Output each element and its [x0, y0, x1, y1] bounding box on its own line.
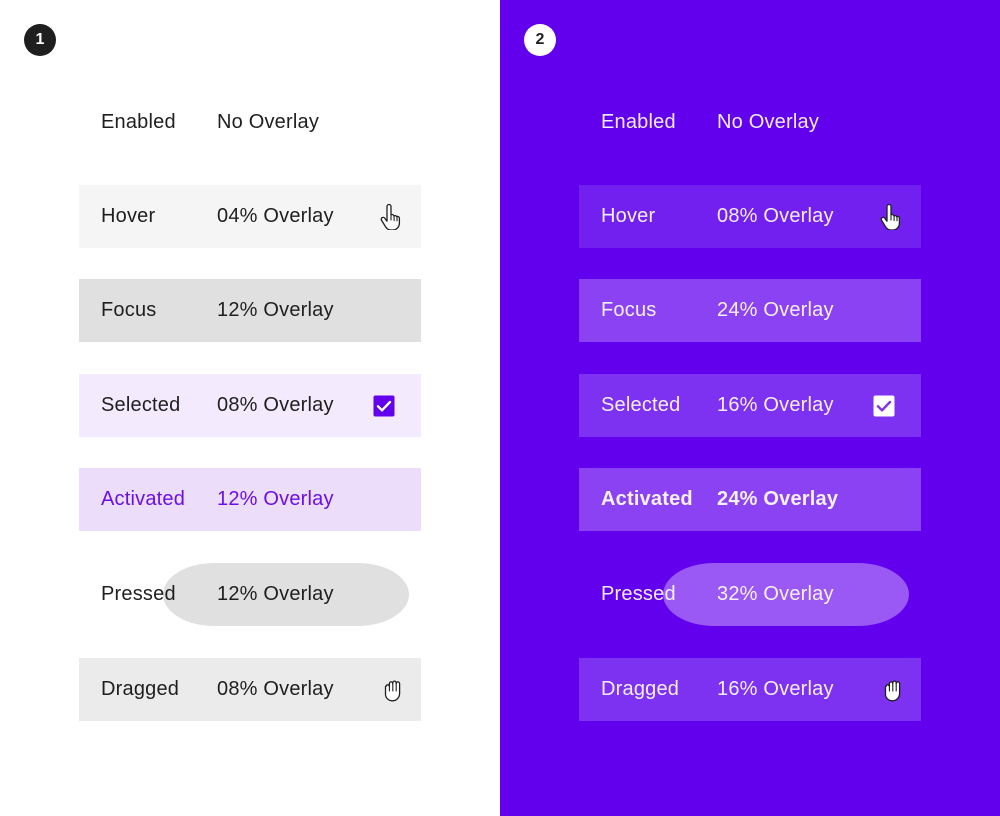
overlay-value: 12% Overlay — [217, 583, 334, 605]
state-row-focus: Focus 12% Overlay — [79, 279, 421, 342]
state-row-hover: Hover 04% Overlay — [79, 185, 421, 248]
pointer-hand-icon — [878, 202, 906, 230]
overlay-background — [79, 279, 421, 342]
state-row-selected: Selected 16% Overlay — [579, 374, 921, 437]
overlay-value: 32% Overlay — [717, 583, 834, 605]
state-label: Dragged — [101, 678, 180, 700]
overlay-value: 12% Overlay — [217, 299, 334, 321]
overlay-value: 24% Overlay — [717, 488, 839, 510]
state-row-activated: Activated 24% Overlay — [579, 468, 921, 531]
overlay-value: 08% Overlay — [717, 205, 834, 227]
state-label: Activated — [601, 488, 693, 510]
overlay-background — [79, 658, 421, 721]
overlay-value: No Overlay — [217, 111, 320, 133]
overlay-value: 08% Overlay — [217, 678, 334, 700]
checkbox-checked-icon[interactable] — [372, 394, 396, 418]
state-label: Pressed — [601, 583, 676, 605]
state-row-enabled: Enabled No Overlay — [79, 91, 421, 154]
state-label: Pressed — [101, 583, 176, 605]
state-row-dragged: Dragged 16% Overlay — [579, 658, 921, 721]
state-label: Selected — [601, 394, 681, 416]
overlay-value: 16% Overlay — [717, 678, 834, 700]
grab-hand-icon — [881, 677, 905, 703]
state-label: Hover — [101, 205, 156, 227]
light-theme-panel: 1 Enabled No Overlay Hover 04% Overlay F… — [24, 24, 421, 721]
overlay-background — [579, 185, 921, 248]
overlay-value: 08% Overlay — [217, 394, 334, 416]
pressed-ripple — [663, 563, 909, 626]
overlay-background — [79, 185, 421, 248]
state-row-activated: Activated 12% Overlay — [79, 468, 421, 531]
overlay-background — [79, 468, 421, 531]
panel-number-badge: 1 — [24, 24, 56, 56]
state-row-pressed: Pressed 32% Overlay — [579, 563, 921, 626]
overlay-background — [79, 374, 421, 437]
state-label: Hover — [601, 205, 656, 227]
state-row-dragged: Dragged 08% Overlay — [79, 658, 421, 721]
overlay-value: 12% Overlay — [217, 488, 334, 510]
state-label: Dragged — [601, 678, 680, 700]
overlay-value: 24% Overlay — [717, 299, 834, 321]
overlay-background — [579, 468, 921, 531]
state-row-focus: Focus 24% Overlay — [579, 279, 921, 342]
overlay-value: 16% Overlay — [717, 394, 834, 416]
overlay-background — [579, 658, 921, 721]
overlay-background — [579, 374, 921, 437]
state-label: Focus — [601, 299, 657, 321]
pointer-hand-icon — [378, 202, 406, 230]
state-row-pressed: Pressed 12% Overlay — [79, 563, 421, 626]
state-label: Activated — [101, 488, 186, 510]
state-label: Focus — [101, 299, 157, 321]
pressed-ripple — [163, 563, 409, 626]
panel-number-badge: 2 — [524, 24, 556, 56]
overlay-value: 04% Overlay — [217, 205, 334, 227]
grab-hand-icon — [381, 677, 405, 703]
state-label: Enabled — [101, 111, 176, 133]
dark-theme-panel: 2 Enabled No Overlay Hover 08% Overlay F… — [500, 0, 1000, 816]
overlay-value: No Overlay — [717, 111, 820, 133]
state-row-enabled: Enabled No Overlay — [579, 91, 921, 154]
overlay-background — [579, 279, 921, 342]
checkbox-checked-icon[interactable] — [872, 394, 896, 418]
state-label: Selected — [101, 394, 181, 416]
state-row-selected: Selected 08% Overlay — [79, 374, 421, 437]
state-label: Enabled — [601, 111, 676, 133]
state-row-hover: Hover 08% Overlay — [579, 185, 921, 248]
